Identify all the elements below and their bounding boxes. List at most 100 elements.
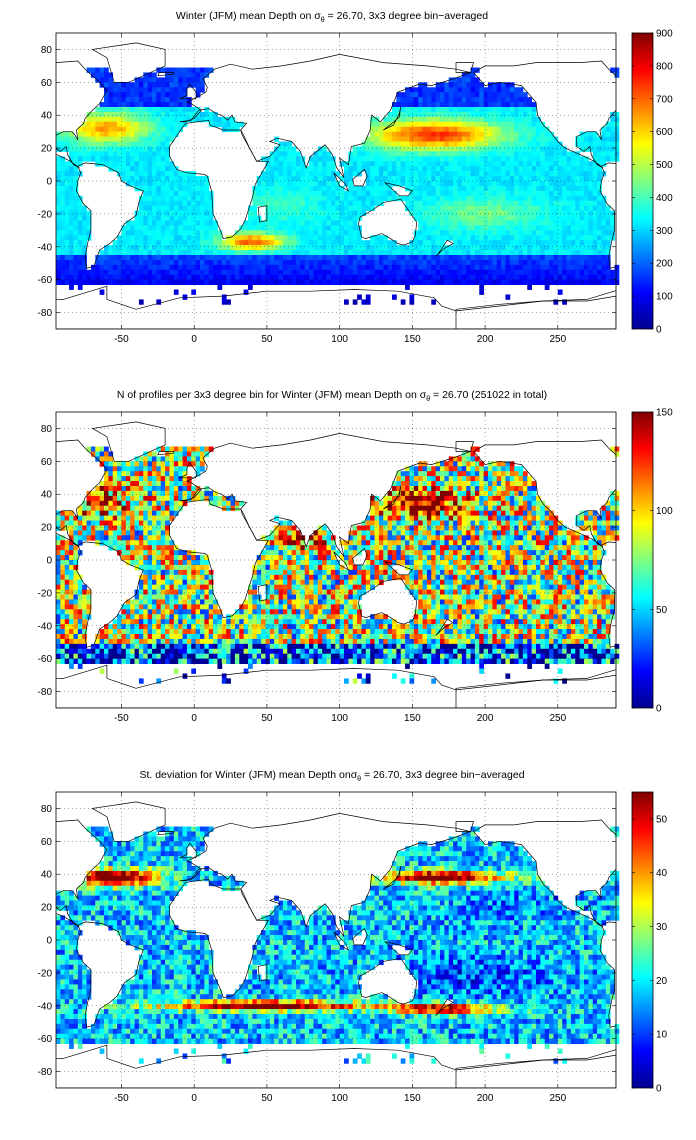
heatmap-cell [348,245,354,251]
heatmap-cell [435,82,441,88]
heatmap-cell [138,259,144,266]
heatmap-cell [409,471,415,477]
heatmap-cell [186,481,192,487]
heatmap-cell [200,466,205,472]
heatmap-cell [64,245,70,251]
heatmap-cell [309,161,314,167]
heatmap-cell [405,131,410,137]
heatmap-cell [208,259,214,266]
heatmap-cell [597,190,602,197]
heatmap-cell [483,471,489,477]
heatmap-cell [261,274,266,281]
heatmap-cell [527,215,533,221]
heatmap-cell [274,210,279,216]
heatmap-cell [453,166,458,172]
heatmap-cell [549,274,554,281]
heatmap-cell [156,225,162,231]
heatmap-cell [383,151,389,157]
heatmap-cell [413,495,419,502]
heatmap-cell [173,486,179,492]
heatmap-cell [453,136,458,142]
heatmap-cell [584,264,589,271]
heatmap-cell [396,176,402,182]
heatmap-cell [69,190,74,197]
heatmap-cell [505,250,511,256]
heatmap-cell [138,215,144,221]
heatmap-cell [566,279,572,285]
heatmap-cell [77,200,83,207]
heatmap-cell [378,141,384,147]
heatmap-cell [234,505,240,512]
heatmap-cell [474,87,480,93]
heatmap-cell [143,220,149,226]
heatmap-cell [200,495,205,502]
heatmap-cell [130,220,135,226]
heatmap-cell [522,495,528,502]
heatmap-cell [540,269,546,276]
heatmap-cell [112,510,118,516]
heatmap-cell [160,102,166,108]
heatmap-cell [117,102,122,108]
heatmap-cell [291,205,297,211]
heatmap-cell [165,466,170,472]
heatmap-cell [143,161,149,167]
heatmap-cell [431,230,437,236]
heatmap-cell [422,156,428,162]
heatmap-cell [400,264,406,271]
heatmap-cell [457,146,463,152]
heatmap-cell [344,250,349,256]
heatmap-cell [479,235,485,241]
heatmap-cell [418,190,423,197]
heatmap-cell [614,451,620,457]
heatmap-cell [173,476,179,482]
heatmap-cell [492,121,498,128]
heatmap-cell [396,471,402,477]
heatmap-cell [509,171,515,177]
heatmap-cell [409,185,415,192]
heatmap-cell [444,131,450,137]
heatmap-cell [474,274,480,281]
heatmap-cell [125,279,131,285]
heatmap-cell [483,107,489,113]
heatmap-cell [143,87,149,93]
heatmap-cell [488,225,493,231]
heatmap-cell [117,510,122,516]
heatmap-cell [348,156,354,162]
heatmap-cell [483,520,489,526]
heatmap-cell [204,225,210,231]
heatmap-cell [474,471,480,477]
heatmap-cell [348,269,354,276]
heatmap-cell [470,210,476,216]
heatmap-cell [422,107,428,113]
heatmap-cell [461,205,467,211]
heatmap-cell [160,235,166,241]
heatmap-cell [108,146,114,152]
heatmap-cell [322,225,327,231]
heatmap-cell [597,205,602,211]
heatmap-cell [514,131,519,137]
heatmap-cell [178,67,183,73]
heatmap-cell [553,205,559,211]
heatmap-cell [147,116,153,123]
heatmap-cell [160,156,166,162]
heatmap-cell [562,181,567,187]
heatmap-cell [444,215,450,221]
heatmap-cell [461,210,467,216]
heatmap-cell [156,195,162,202]
heatmap-cell [461,146,467,152]
heatmap-cell [522,176,528,182]
heatmap-cell [169,510,175,516]
heatmap-cell [296,245,301,251]
heatmap-cell [409,515,415,521]
heatmap-cell [296,225,301,231]
heatmap-cell [544,166,550,172]
heatmap-cell [243,255,249,261]
heatmap-cell [579,515,585,521]
heatmap-cell [330,205,336,211]
heatmap-cell [378,255,384,261]
heatmap-cell [243,235,249,241]
heatmap-cell [409,87,415,93]
heatmap-cell [413,215,419,221]
heatmap-cell [505,269,511,276]
heatmap-cell [592,225,598,231]
